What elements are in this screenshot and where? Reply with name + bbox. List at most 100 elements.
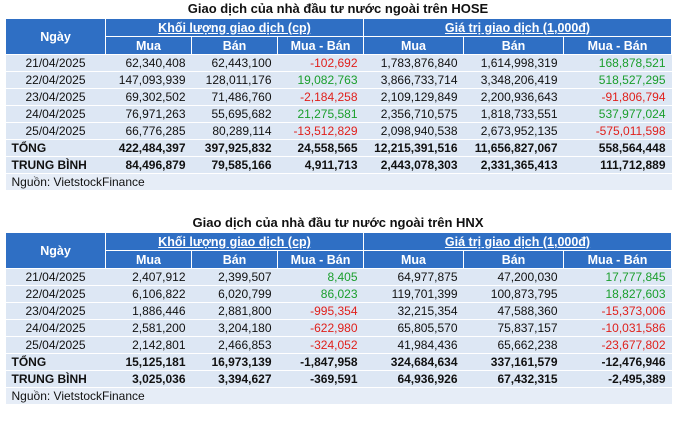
- cell: 16,973,139: [191, 353, 278, 371]
- data-row: 22/04/2025 147,093,939 128,011,176 19,082,7…: [5, 71, 672, 89]
- cell: 1,614,998,319: [463, 54, 564, 72]
- cell: 18,827,603: [563, 285, 672, 303]
- cell: 86,023: [277, 285, 364, 303]
- cell: 12,215,391,516: [363, 139, 464, 157]
- cell: 3,348,206,419: [463, 71, 564, 89]
- cell: 66,776,285: [105, 122, 192, 140]
- header-column: Mua - Bán: [562, 36, 673, 55]
- data-row: 24/04/2025 2,581,200 3,204,180 -622,980 65,8…: [5, 319, 672, 337]
- cell: 2,881,800: [191, 302, 278, 320]
- header-column: Mua - Bán: [277, 250, 364, 269]
- date-cell: 22/04/2025: [5, 285, 106, 303]
- header-column: Bán: [191, 36, 278, 55]
- date-cell: 25/04/2025: [5, 336, 106, 354]
- cell: -575,011,598: [563, 122, 672, 140]
- cell: 65,662,238: [463, 336, 564, 354]
- header-column: Mua - Bán: [562, 250, 673, 269]
- cell: 47,200,030: [463, 268, 564, 286]
- cell: -23,677,802: [563, 336, 672, 354]
- cell: 422,484,397: [105, 139, 192, 157]
- cell: 100,873,795: [463, 285, 564, 303]
- source: Nguồn: VietstockFinance: [5, 387, 672, 405]
- summary-label: TRUNG BÌNH: [5, 156, 106, 174]
- header-column: Mua: [363, 36, 464, 55]
- header-group: Khối lượng giao dịch (cp): [105, 232, 364, 251]
- data-row: 25/04/2025 2,142,801 2,466,853 -324,052 41,9…: [5, 336, 672, 354]
- cell: 55,695,682: [191, 105, 278, 123]
- data-row: 25/04/2025 66,776,285 80,289,114 -13,512,82…: [5, 122, 672, 140]
- header-group: Giá trị giao dịch (1,000đ): [362, 18, 673, 37]
- cell: 337,161,579: [463, 353, 564, 371]
- cell: 62,340,408: [105, 54, 192, 72]
- table-title: Giao dịch của nhà đầu tư nước ngoài trên…: [192, 215, 484, 230]
- cell: 6,106,822: [105, 285, 192, 303]
- cell: 3,394,627: [191, 370, 278, 388]
- cell: 2,407,912: [105, 268, 192, 286]
- cell: 65,805,570: [363, 319, 464, 337]
- cell: 3,025,036: [105, 370, 192, 388]
- summary-row: TỔNG 15,125,181 16,973,139 -1,847,958 324,68…: [5, 353, 672, 371]
- cell: 21,275,581: [277, 105, 364, 123]
- cell: -12,476,946: [563, 353, 672, 371]
- cell: -2,495,389: [563, 370, 672, 388]
- cell: 2,331,365,413: [463, 156, 564, 174]
- header-date: Ngày: [5, 232, 106, 269]
- header-column: Bán: [463, 250, 564, 269]
- cell: 558,564,448: [563, 139, 672, 157]
- cell: 32,215,354: [363, 302, 464, 320]
- cell: 11,656,827,067: [463, 139, 564, 157]
- header-column: Bán: [463, 36, 564, 55]
- cell: 518,527,295: [563, 71, 672, 89]
- cell: 2,443,078,303: [363, 156, 464, 174]
- header-row: Ngày Khối lượng giao dịch (cp) Giá trị gia…: [5, 18, 673, 55]
- cell: 2,466,853: [191, 336, 278, 354]
- cell: 76,971,263: [105, 105, 192, 123]
- data-row: 24/04/2025 76,971,263 55,695,682 21,275,581…: [5, 105, 672, 123]
- data-row: 21/04/2025 2,407,912 2,399,507 8,405 64,977,…: [5, 268, 672, 286]
- header-group: Khối lượng giao dịch (cp): [105, 18, 364, 37]
- cell: 147,093,939: [105, 71, 192, 89]
- header-row: Mua Bán Mua - Bán Mua Bán Mua - Bán: [6, 36, 673, 55]
- cell: 2,142,801: [105, 336, 192, 354]
- cell: 1,818,733,551: [463, 105, 564, 123]
- cell: -2,184,258: [277, 88, 364, 106]
- data-table: Ngày Khối lượng giao dịch (cp) Giá trị gia…: [5, 18, 673, 191]
- cell: 71,486,760: [191, 88, 278, 106]
- table-block: Giao dịch của nhà đầu tư nước ngoài trên…: [5, 214, 673, 405]
- cell: 1,783,876,840: [363, 54, 464, 72]
- source-row: Nguồn: VietstockFinance: [5, 387, 672, 405]
- cell: -10,031,586: [563, 319, 672, 337]
- date-cell: 22/04/2025: [5, 71, 106, 89]
- date-cell: 24/04/2025: [5, 105, 106, 123]
- cell: 2,200,936,643: [463, 88, 564, 106]
- cell: 79,585,166: [191, 156, 278, 174]
- cell: 19,082,763: [277, 71, 364, 89]
- cell: 84,496,879: [105, 156, 192, 174]
- cell: 324,684,634: [363, 353, 464, 371]
- cell: 64,936,926: [363, 370, 464, 388]
- cell: 119,701,399: [363, 285, 464, 303]
- cell: 2,356,710,575: [363, 105, 464, 123]
- data-row: 23/04/2025 1,886,446 2,881,800 -995,354 32,2…: [5, 302, 672, 320]
- cell: 17,777,845: [563, 268, 672, 286]
- header-column: Mua: [105, 36, 192, 55]
- cell: -13,512,829: [277, 122, 364, 140]
- cell: -102,692: [277, 54, 364, 72]
- cell: 64,977,875: [363, 268, 464, 286]
- cell: 80,289,114: [191, 122, 278, 140]
- summary-row: TRUNG BÌNH 84,496,879 79,585,166 4,911,713 2…: [5, 156, 672, 174]
- cell: 111,712,889: [563, 156, 672, 174]
- cell: 128,011,176: [191, 71, 278, 89]
- data-row: 23/04/2025 69,302,502 71,486,760 -2,184,258…: [5, 88, 672, 106]
- cell: -91,806,794: [563, 88, 672, 106]
- cell: 397,925,832: [191, 139, 278, 157]
- table-title: Giao dịch của nhà đầu tư nước ngoài trên…: [187, 1, 489, 16]
- cell: 62,443,100: [191, 54, 278, 72]
- header-row: Mua Bán Mua - Bán Mua Bán Mua - Bán: [6, 250, 673, 269]
- cell: 15,125,181: [105, 353, 192, 371]
- cell: 3,866,733,714: [363, 71, 464, 89]
- header-row: Ngày Khối lượng giao dịch (cp) Giá trị gia…: [5, 232, 673, 269]
- cell: -15,373,006: [563, 302, 672, 320]
- source-row: Nguồn: VietstockFinance: [5, 173, 672, 191]
